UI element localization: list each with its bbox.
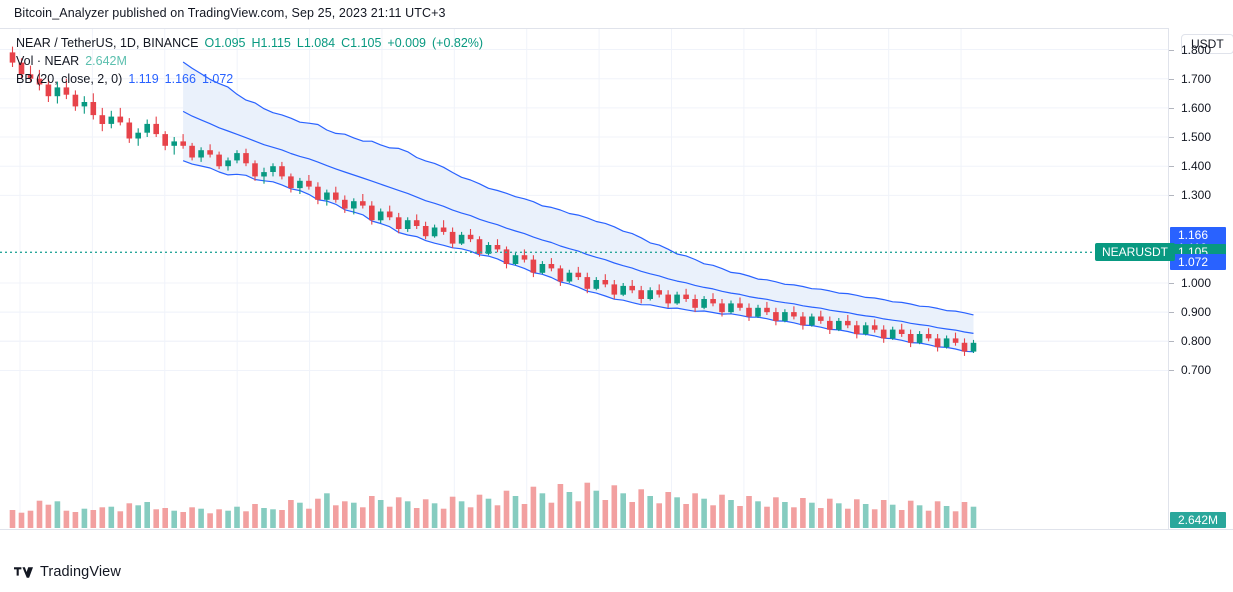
chart-canvas: Apr16May16Jun16Jul17Aug16Sep16Oct16 bbox=[0, 28, 1168, 528]
plot-bottom-border bbox=[0, 529, 1233, 530]
price-tick-0.900: 0.900 bbox=[1181, 305, 1212, 320]
chart-plot-area[interactable]: Apr16May16Jun16Jul17Aug16Sep16Oct16 bbox=[0, 28, 1168, 530]
attribution-text: Bitcoin_Analyzer published on TradingVie… bbox=[14, 6, 446, 20]
price-tick-1.800: 1.800 bbox=[1181, 42, 1212, 57]
price-axis[interactable]: USDT 1.800 1.700 1.600 1.500 1.400 1.300 1.000… bbox=[1168, 28, 1233, 530]
price-tick-1.300: 1.300 bbox=[1181, 188, 1212, 203]
price-tick-mark bbox=[1169, 137, 1174, 139]
price-tick-0.800: 0.800 bbox=[1181, 334, 1212, 349]
price-tick-mark bbox=[1169, 78, 1174, 80]
price-badge-2.642M[interactable]: 2.642M bbox=[1170, 512, 1226, 528]
currency-badge[interactable]: USDT bbox=[1181, 34, 1233, 54]
price-tick-mark bbox=[1169, 370, 1174, 372]
price-tick-0.700: 0.700 bbox=[1181, 363, 1212, 378]
price-tick-mark bbox=[1169, 341, 1174, 343]
price-tick-mark bbox=[1169, 49, 1174, 51]
price-tick-1.400: 1.400 bbox=[1181, 159, 1212, 174]
price-badge-1.072[interactable]: 1.072 bbox=[1170, 253, 1226, 270]
price-tick-mark bbox=[1169, 166, 1174, 168]
price-tick-1.600: 1.600 bbox=[1181, 100, 1212, 115]
tradingview-logo-icon bbox=[14, 566, 33, 578]
chart-frame: Apr16May16Jun16Jul17Aug16Sep16Oct16 NEAR… bbox=[0, 28, 1233, 530]
plot-top-border bbox=[0, 28, 1168, 29]
price-tick-1.700: 1.700 bbox=[1181, 71, 1212, 86]
price-tick-1.000: 1.000 bbox=[1181, 275, 1212, 290]
price-tick-mark bbox=[1169, 312, 1174, 314]
tradingview-wordmark: TradingView bbox=[40, 564, 121, 580]
price-tick-mark bbox=[1169, 195, 1174, 197]
price-tick-mark bbox=[1169, 282, 1174, 284]
price-tick-mark bbox=[1169, 107, 1174, 109]
footer: TradingView bbox=[14, 564, 121, 580]
price-tick-1.500: 1.500 bbox=[1181, 130, 1212, 145]
price-badge-1.166[interactable]: 1.166 bbox=[1170, 226, 1226, 243]
symbol-price-tag: NEARUSDT bbox=[1095, 243, 1176, 262]
